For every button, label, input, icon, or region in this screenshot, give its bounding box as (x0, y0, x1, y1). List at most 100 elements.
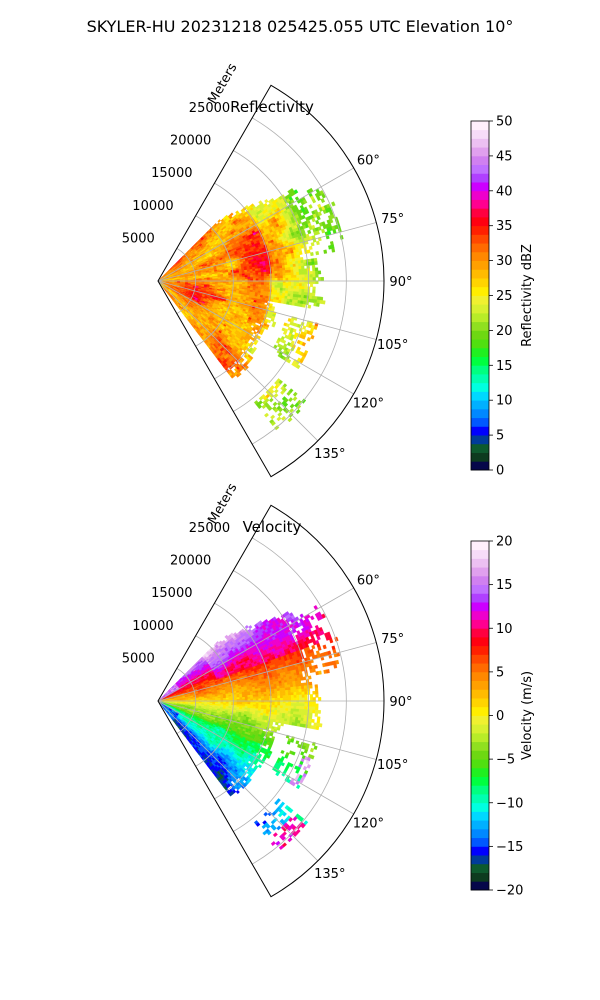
reflectivity-gate (288, 285, 292, 289)
reflectivity-gate (297, 323, 302, 329)
reflectivity-gate (272, 278, 276, 281)
reflectivity-gate (304, 289, 308, 293)
reflectivity-gate (312, 289, 316, 294)
reflectivity-gate (247, 276, 251, 280)
reflectivity-gate (312, 270, 316, 275)
reflectivity-gate (253, 330, 258, 335)
reflectivity-panel-title: Reflectivity (230, 98, 314, 116)
reflectivity-gate (315, 270, 319, 275)
reflectivity-gate (298, 283, 303, 287)
reflectivity-gate (258, 282, 262, 286)
colorbar-swatch (471, 155, 489, 166)
colorbar-tick-label: 0 (496, 464, 504, 479)
reflectivity-gate (320, 198, 326, 204)
reflectivity-gate (304, 271, 308, 275)
reflectivity-gate (293, 283, 297, 287)
reflectivity-gate (282, 267, 286, 271)
reflectivity-gate (312, 267, 316, 272)
reflectivity-gate (265, 269, 270, 273)
reflectivity-gate (288, 397, 294, 403)
reflectivity-gate (266, 282, 270, 286)
colorbar-tick-label: 10 (496, 394, 513, 409)
reflectivity-gate (301, 286, 305, 290)
reflectivity-gate (288, 275, 292, 279)
reflectivity-gate (276, 290, 281, 294)
colorbar-swatch (471, 190, 489, 200)
reflectivity-gate (315, 273, 319, 278)
reflectivity-gate (321, 193, 326, 199)
reflectivity-gate (277, 411, 283, 417)
reflectivity-gate (280, 278, 284, 281)
reflectivity-gate (293, 277, 297, 281)
reflectivity-gate (244, 282, 249, 285)
reflectivity-gate (309, 274, 314, 278)
reflectivity-gate (312, 286, 316, 291)
reflectivity-gate (309, 283, 314, 288)
reflectivity-gate (252, 284, 257, 287)
reflectivity-gate (287, 272, 292, 276)
reflectivity-gate (282, 275, 286, 279)
reflectivity-gate (293, 272, 297, 276)
reflectivity-gate (261, 278, 265, 281)
reflectivity-gate (279, 270, 284, 274)
reflectivity-gate (239, 278, 243, 281)
reflectivity-gate (316, 302, 320, 307)
reflectivity-gate (313, 325, 318, 330)
reflectivity-gate (271, 287, 275, 291)
reflectivity-gate (241, 275, 246, 278)
reflectivity-gate (263, 276, 268, 279)
reflectivity-gate (284, 290, 289, 294)
colorbar-tick-label: 15 (496, 359, 513, 374)
reflectivity-gate (304, 277, 308, 281)
reflectivity-gate (274, 275, 278, 279)
reflectivity-gate (270, 414, 276, 420)
reflectivity-gate (285, 285, 289, 289)
reflectivity-gate (290, 269, 294, 273)
colorbar-swatch (471, 199, 489, 209)
colorbar-swatch (471, 400, 489, 410)
reflectivity-gate (250, 282, 254, 285)
velocity-gate (248, 625, 253, 630)
reflectivity-gate (301, 271, 305, 276)
reflectivity-gate (266, 278, 270, 281)
colorbar-swatch (471, 173, 489, 183)
reflectivity-gate (273, 393, 279, 398)
colorbar-swatch (471, 278, 489, 288)
reflectivity-gate (292, 396, 298, 402)
colorbar-swatch (471, 339, 489, 349)
colorbar-swatch (471, 225, 489, 235)
azimuth-tick-label: 75° (381, 212, 404, 227)
reflectivity-gate (311, 292, 316, 297)
reflectivity-gate (293, 291, 297, 295)
range-tick-label: 5000 (122, 231, 155, 246)
reflectivity-gate (247, 282, 251, 285)
reflectivity-gate (310, 334, 315, 340)
colorbar-swatch (471, 461, 489, 471)
reflectivity-gate (298, 288, 303, 293)
reflectivity-gate (314, 267, 319, 272)
colorbar-tick-label: 5 (496, 429, 504, 444)
reflectivity-gate (291, 277, 295, 281)
colorbar-swatch (471, 312, 489, 323)
reflectivity-gate (271, 268, 275, 272)
reflectivity-gate (258, 284, 262, 288)
colorbar-tick-label: 50 (496, 115, 513, 130)
reflectivity-gate (319, 296, 324, 301)
colorbar-swatch (471, 121, 489, 131)
reflectivity-gate (244, 273, 248, 276)
reflectivity-gate (299, 277, 303, 281)
reflectivity-gate (306, 249, 311, 254)
reflectivity-gate (274, 270, 278, 274)
colorbar-swatch (471, 365, 489, 375)
reflectivity-gate (293, 269, 297, 273)
range-tick-label: 20000 (170, 134, 211, 149)
reflectivity-gate (279, 287, 284, 291)
reflectivity-gate (321, 300, 326, 305)
reflectivity-gate (295, 269, 300, 273)
reflectivity-gate (317, 270, 322, 275)
reflectivity-gate (293, 274, 297, 279)
colorbar-swatch (471, 243, 489, 253)
reflectivity-gate (247, 278, 251, 281)
reflectivity-gate (298, 271, 303, 276)
azimuth-tick-label: 105° (377, 338, 408, 353)
